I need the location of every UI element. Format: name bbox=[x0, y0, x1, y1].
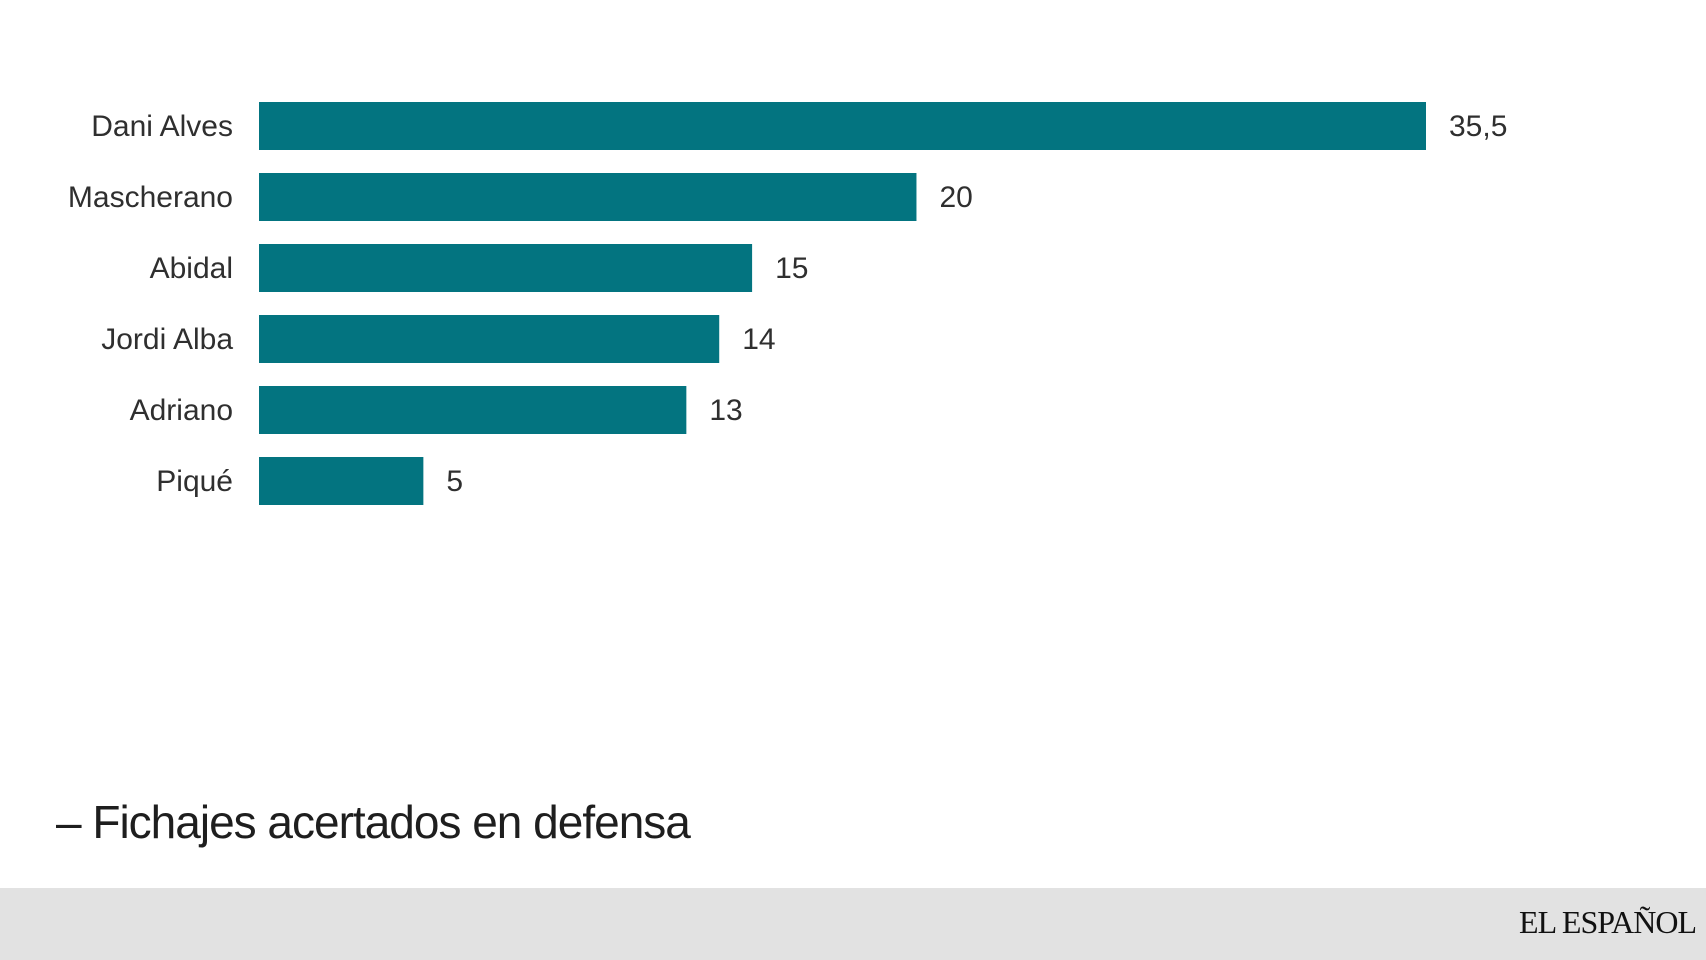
bar-5 bbox=[259, 457, 424, 505]
category-label: Piqué bbox=[156, 465, 233, 498]
value-label: 15 bbox=[775, 252, 808, 285]
category-label: Abidal bbox=[150, 252, 233, 285]
value-label: 20 bbox=[939, 181, 972, 214]
value-label: 13 bbox=[709, 394, 742, 427]
chart-caption: – Fichajes acertados en defensa bbox=[56, 796, 691, 848]
value-label: 14 bbox=[742, 323, 775, 356]
bar-0 bbox=[259, 102, 1426, 150]
bar-chart: Dani Alves 35,5 Mascherano 20 Abidal 15 Jordi … bbox=[68, 102, 1507, 505]
category-label: Jordi Alba bbox=[101, 323, 233, 356]
value-label: 35,5 bbox=[1449, 110, 1507, 143]
bar-4 bbox=[259, 386, 687, 434]
value-label: 5 bbox=[446, 465, 463, 498]
bar-1 bbox=[259, 173, 917, 221]
category-label: Mascherano bbox=[68, 181, 233, 214]
brand-logo: EL ESPAÑOL bbox=[1519, 904, 1697, 940]
category-label: Adriano bbox=[130, 394, 233, 427]
category-label: Dani Alves bbox=[91, 110, 233, 143]
bar-3 bbox=[259, 315, 720, 363]
footer-bar: EL ESPAÑOL bbox=[0, 888, 1706, 960]
bar-2 bbox=[259, 244, 753, 292]
